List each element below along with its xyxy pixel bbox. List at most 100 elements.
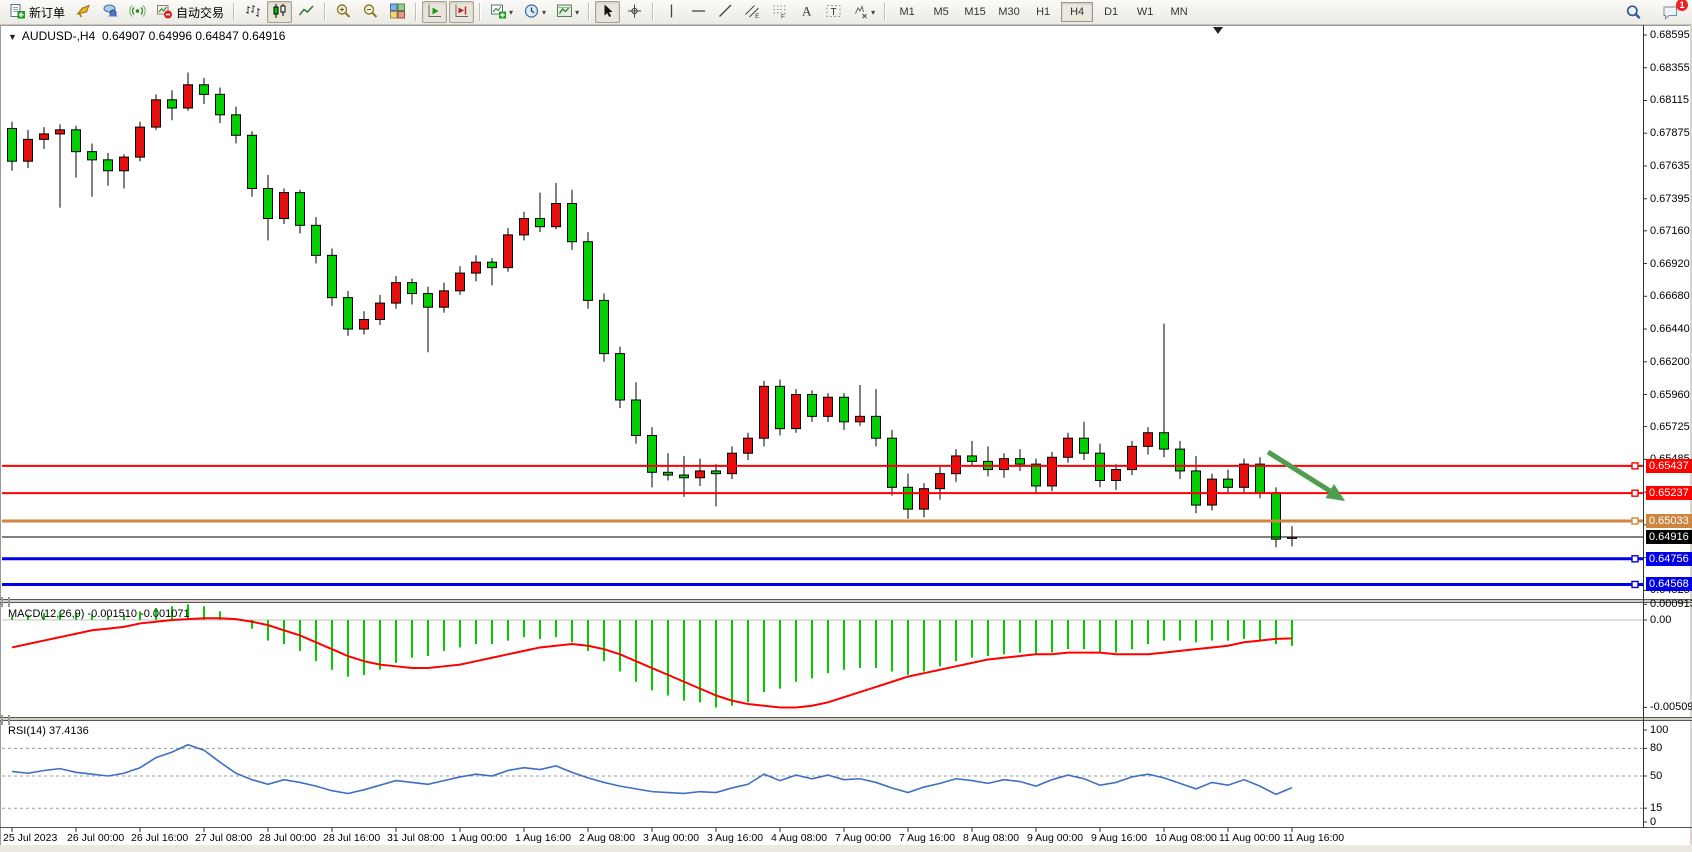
- rsi-indicator-label: RSI(14) 37.4136: [8, 725, 89, 737]
- price-tick-label: 0.65960: [1650, 388, 1690, 401]
- signals-button[interactable]: [125, 1, 150, 23]
- cursor-button[interactable]: [595, 1, 621, 23]
- bar-chart-icon: [244, 3, 261, 22]
- zoom-out-button[interactable]: [358, 1, 383, 23]
- price-level-badge: 0.64756: [1646, 551, 1692, 566]
- crosshair-button[interactable]: [622, 1, 647, 23]
- new-order-button[interactable]: 新订单: [5, 1, 69, 23]
- timeframe-mn-button[interactable]: MN: [1170, 6, 1188, 18]
- horizontal-line-0.64568[interactable]: [2, 580, 1643, 589]
- chart-shift-button[interactable]: [449, 1, 475, 23]
- candle-body: [791, 394, 801, 430]
- bar-chart-button[interactable]: [240, 1, 265, 23]
- chat-button[interactable]: 1: [1658, 0, 1688, 24]
- pane-border: [0, 600, 1692, 602]
- horizontal-line-0.65033[interactable]: [2, 517, 1643, 525]
- time-tick-label: 11 Aug 16:00: [1283, 832, 1345, 844]
- macd-indicator-label: MACD(12,26,9) -0.001510 -0.001071: [8, 608, 190, 620]
- timeframe-d1-button[interactable]: D1: [1104, 6, 1119, 18]
- timeframe-h4-button[interactable]: H4: [1061, 2, 1094, 22]
- toolbar-right: 1: [1620, 0, 1688, 24]
- fibonacci-button[interactable]: F: [767, 1, 792, 23]
- line-anchor[interactable]: [1631, 489, 1639, 497]
- line-anchor[interactable]: [1631, 517, 1639, 525]
- time-tick-label: 31 Jul 08:00: [387, 832, 445, 844]
- horizontal-line-button[interactable]: [686, 1, 711, 23]
- timeframe-m15-button[interactable]: M15: [964, 6, 986, 18]
- candle-body: [1143, 432, 1153, 447]
- timeframe-h1-button[interactable]: H1: [1036, 6, 1051, 18]
- trend-arrow[interactable]: [1266, 449, 1345, 501]
- time-tick-label: 26 Jul 00:00: [67, 832, 125, 844]
- candlestick-chart-svg[interactable]: [0, 25, 1692, 852]
- horizontal-line-0.65437[interactable]: [2, 462, 1643, 470]
- line-chart-button[interactable]: [294, 1, 319, 23]
- rsi-scale-label: 80: [1650, 742, 1663, 755]
- timeframe-m30-button[interactable]: M30: [998, 6, 1020, 18]
- candle-body: [759, 385, 769, 439]
- candle-body: [247, 134, 257, 189]
- candle-body: [663, 471, 673, 476]
- indicators-template-button[interactable]: ▾: [552, 1, 583, 23]
- price-tick-label: 0.66920: [1650, 257, 1690, 270]
- time-tick-label: 1 Aug 16:00: [515, 832, 572, 844]
- price-tick-label: 0.65725: [1650, 420, 1690, 433]
- pane-border: [0, 827, 1692, 828]
- candle-body: [1015, 458, 1025, 465]
- line-anchor[interactable]: [1631, 580, 1639, 589]
- candle-body: [375, 302, 385, 320]
- data-window-button[interactable]: [98, 1, 123, 23]
- vertical-line-button[interactable]: [659, 1, 684, 23]
- search-button[interactable]: [1621, 2, 1646, 24]
- pane-splitter-grip[interactable]: [1, 715, 10, 725]
- candlestick-chart-button[interactable]: [267, 1, 293, 23]
- market-watch-button[interactable]: [71, 1, 96, 23]
- chevron-down-icon: ▾: [509, 7, 514, 17]
- timeframe-w1-button[interactable]: W1: [1136, 6, 1154, 18]
- candlestick-chart-icon: [271, 3, 288, 22]
- candle-body: [583, 241, 593, 301]
- toolbar: 新订单 自动交易 ▾ ▾ ▾ E F A T ▾ M1 M5 M15 M30 H1 H4 D1 W1 MN 1: [0, 0, 1692, 25]
- horizontal-line-0.64756[interactable]: [2, 555, 1643, 563]
- time-tick-label: 1 Aug 00:00: [451, 832, 508, 844]
- candle-body: [487, 261, 497, 269]
- chart-shift-marker[interactable]: [1213, 27, 1223, 34]
- timeframe-m1-button[interactable]: M1: [899, 6, 915, 18]
- toolbar-group: M1 M5 M15 M30 H1 H4 D1 W1 MN: [890, 2, 1196, 22]
- candle-body: [551, 203, 561, 228]
- candle-body: [711, 470, 721, 475]
- market-watch-icon: [75, 3, 92, 22]
- timeframe-m5-button[interactable]: M5: [933, 6, 949, 18]
- candle-body: [887, 437, 897, 488]
- pane-border: [0, 602, 1692, 603]
- tile-windows-button[interactable]: [385, 1, 410, 23]
- candle-body: [839, 396, 849, 423]
- candle-body: [39, 133, 49, 140]
- pane-splitter-grip[interactable]: [1, 597, 10, 607]
- candle-body: [1255, 463, 1265, 494]
- auto-trading-button[interactable]: 自动交易: [152, 1, 228, 23]
- candle-body: [1239, 463, 1249, 488]
- text-label-button[interactable]: T: [821, 1, 846, 23]
- trend-line-button[interactable]: [713, 1, 738, 23]
- chart-area[interactable]: ▼ AUDUSD-,H4 0.64907 0.64996 0.64847 0.64…: [0, 25, 1692, 852]
- new-chart-button[interactable]: ▾: [486, 1, 517, 23]
- zoom-in-button[interactable]: [331, 1, 356, 23]
- time-tick-label: 7 Aug 16:00: [899, 832, 956, 844]
- candle-body: [279, 192, 289, 220]
- arrows-button[interactable]: ▾: [848, 1, 879, 23]
- line-anchor[interactable]: [1631, 462, 1639, 470]
- profiles-button[interactable]: ▾: [519, 1, 550, 23]
- equidistant-channel-button[interactable]: E: [740, 1, 765, 23]
- chevron-down-icon: ▾: [575, 7, 580, 17]
- rsi-scale-label: 50: [1650, 770, 1663, 782]
- toolbar-group: ▾ ▾ ▾: [485, 1, 584, 23]
- horizontal-line-0.65237[interactable]: [2, 489, 1643, 497]
- chart-collapse-toggle[interactable]: ▼: [8, 32, 17, 42]
- text-button[interactable]: A: [794, 1, 819, 23]
- line-anchor[interactable]: [1631, 555, 1639, 563]
- auto-scroll-button[interactable]: [422, 1, 448, 23]
- pane-border: [0, 718, 1692, 720]
- toolbar-group: [594, 1, 648, 23]
